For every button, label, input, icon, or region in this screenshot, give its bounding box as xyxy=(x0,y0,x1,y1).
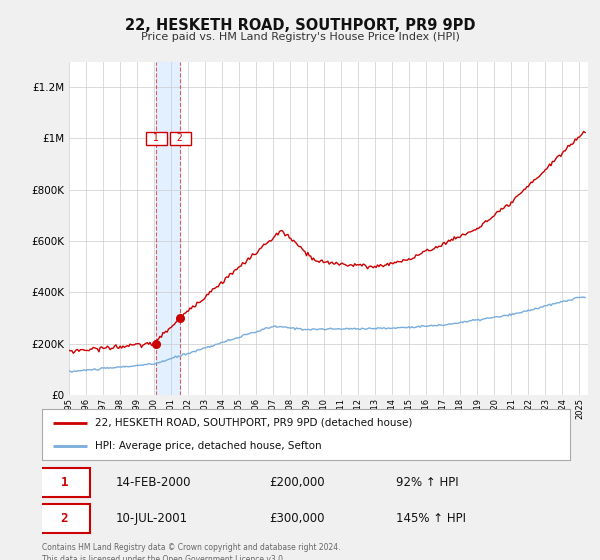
Text: £200,000: £200,000 xyxy=(269,476,325,489)
Text: HPI: Average price, detached house, Sefton: HPI: Average price, detached house, Seft… xyxy=(95,441,322,451)
Text: Price paid vs. HM Land Registry's House Price Index (HPI): Price paid vs. HM Land Registry's House … xyxy=(140,32,460,42)
Text: 10-JUL-2001: 10-JUL-2001 xyxy=(116,512,188,525)
Text: Contains HM Land Registry data © Crown copyright and database right 2024.
This d: Contains HM Land Registry data © Crown c… xyxy=(42,543,341,560)
Text: 145% ↑ HPI: 145% ↑ HPI xyxy=(396,512,466,525)
FancyBboxPatch shape xyxy=(40,469,89,497)
Text: 1: 1 xyxy=(148,133,165,143)
Bar xyxy=(156,62,180,395)
Text: 2: 2 xyxy=(61,512,68,525)
Text: 2: 2 xyxy=(172,133,189,143)
Text: 14-FEB-2000: 14-FEB-2000 xyxy=(116,476,191,489)
Text: 1: 1 xyxy=(61,476,68,489)
Text: 22, HESKETH ROAD, SOUTHPORT, PR9 9PD: 22, HESKETH ROAD, SOUTHPORT, PR9 9PD xyxy=(125,18,475,33)
Text: 92% ↑ HPI: 92% ↑ HPI xyxy=(396,476,458,489)
Text: £300,000: £300,000 xyxy=(269,512,325,525)
Text: 22, HESKETH ROAD, SOUTHPORT, PR9 9PD (detached house): 22, HESKETH ROAD, SOUTHPORT, PR9 9PD (de… xyxy=(95,418,412,428)
FancyBboxPatch shape xyxy=(40,505,89,533)
